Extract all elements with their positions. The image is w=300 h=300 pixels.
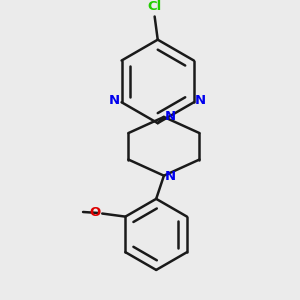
Text: N: N bbox=[165, 110, 176, 122]
Text: N: N bbox=[109, 94, 120, 107]
Text: Cl: Cl bbox=[148, 0, 162, 14]
Text: N: N bbox=[165, 170, 176, 183]
Text: N: N bbox=[195, 94, 206, 107]
Text: O: O bbox=[89, 206, 101, 219]
